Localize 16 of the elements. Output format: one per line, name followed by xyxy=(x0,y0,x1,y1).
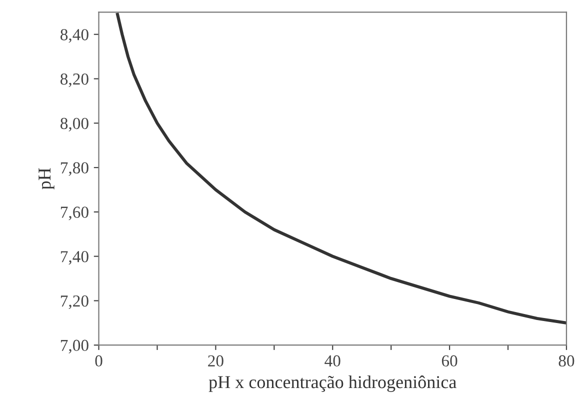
x-tick-label: 40 xyxy=(324,355,340,367)
x-tick-label: 20 xyxy=(208,355,224,367)
x-axis-title: pH x concentração hidrogeniônica xyxy=(208,375,456,392)
y-tick-label: 7,20 xyxy=(60,295,88,310)
x-tick-label: 0 xyxy=(95,355,102,367)
y-tick-label: 7,60 xyxy=(60,206,88,220)
y-tick-label: 7,00 xyxy=(60,340,88,354)
y-axis-title: pH xyxy=(38,168,54,190)
y-tick-label: 8,00 xyxy=(60,118,88,132)
y-tick-label: 7,80 xyxy=(60,162,88,176)
x-tick-label: 60 xyxy=(442,355,458,367)
y-tick-label: 8,20 xyxy=(60,73,88,88)
y-tick-label: 7,40 xyxy=(60,251,88,265)
y-tick-label: 8,40 xyxy=(60,29,88,43)
x-tick-label: 80 xyxy=(558,355,574,367)
line-series xyxy=(116,12,566,324)
